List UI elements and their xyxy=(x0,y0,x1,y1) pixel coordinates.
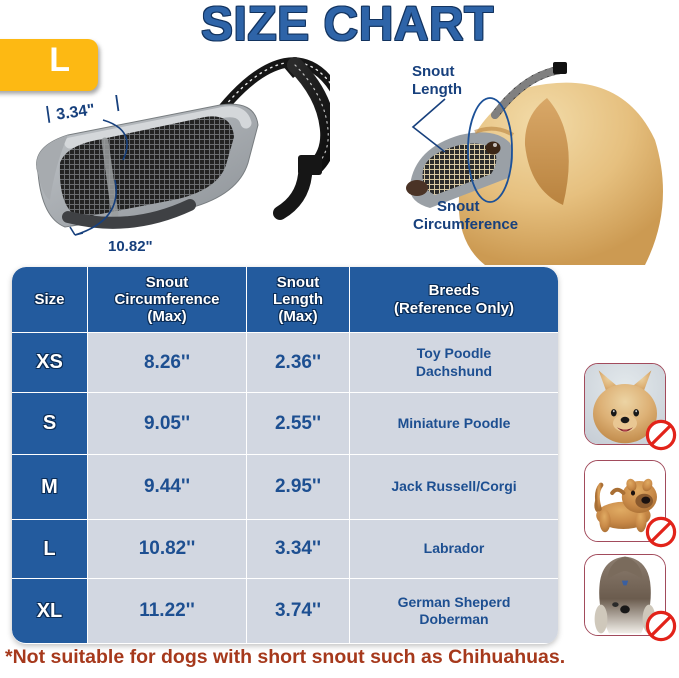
svg-text:3.34": 3.34" xyxy=(55,101,96,123)
